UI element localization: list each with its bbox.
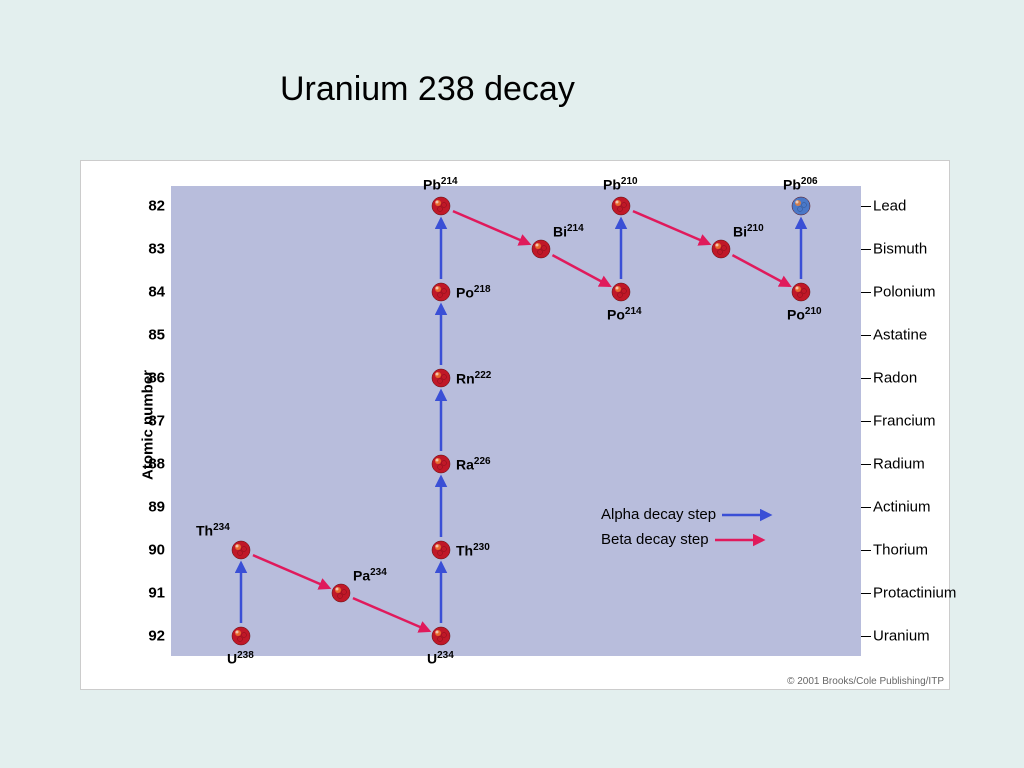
element-label: Lead xyxy=(873,198,906,215)
element-label: Protactinium xyxy=(873,585,956,602)
element-label: Polonium xyxy=(873,284,936,301)
nuclide-label: Po218 xyxy=(456,284,491,301)
beta-decay-arrow xyxy=(552,255,609,286)
nuclide-label: Po214 xyxy=(607,306,642,323)
nuclide-u238 xyxy=(231,626,251,646)
element-tick-dash xyxy=(861,550,871,551)
element-tick-dash xyxy=(861,636,871,637)
plot-area: U238 Th234 Pa234 U234 Th230 Ra226 Rn22 xyxy=(171,186,861,656)
nuclide-label: U234 xyxy=(427,650,454,667)
element-label: Radium xyxy=(873,456,925,473)
nuclide-po210 xyxy=(791,282,811,302)
element-tick-dash xyxy=(861,206,871,207)
nuclide-label: Bi210 xyxy=(733,223,764,240)
element-tick-dash xyxy=(861,249,871,250)
y-tick: 83 xyxy=(133,241,165,258)
y-tick: 90 xyxy=(133,542,165,559)
nuclide-th234 xyxy=(231,540,251,560)
element-tick-dash xyxy=(861,421,871,422)
decay-arrows xyxy=(171,186,861,656)
nuclide-po218 xyxy=(431,282,451,302)
element-tick-dash xyxy=(861,292,871,293)
nuclide-label: Pb210 xyxy=(603,176,638,193)
nuclide-pb206 xyxy=(791,196,811,216)
nuclide-rn222 xyxy=(431,368,451,388)
nuclide-pa234 xyxy=(331,583,351,603)
element-tick-dash xyxy=(861,335,871,336)
copyright-notice: © 2001 Brooks/Cole Publishing/ITP xyxy=(787,676,944,687)
nuclide-label: Th230 xyxy=(456,542,490,559)
y-tick: 82 xyxy=(133,198,165,215)
element-label: Actinium xyxy=(873,499,931,516)
y-tick: 89 xyxy=(133,499,165,516)
beta-decay-arrow xyxy=(453,211,529,244)
beta-decay-arrow xyxy=(732,255,789,286)
nuclide-label: Rn222 xyxy=(456,370,491,387)
element-tick-dash xyxy=(861,378,871,379)
element-label: Bismuth xyxy=(873,241,927,258)
element-label: Astatine xyxy=(873,327,927,344)
beta-decay-arrow xyxy=(353,598,429,631)
y-tick: 92 xyxy=(133,628,165,645)
chart-container: Atomic number U238 Th234 Pa234 U234 Th23… xyxy=(80,160,950,690)
y-tick: 88 xyxy=(133,456,165,473)
y-tick: 87 xyxy=(133,413,165,430)
legend-alpha: Alpha decay step xyxy=(601,506,780,523)
element-tick-dash xyxy=(861,507,871,508)
nuclide-label: Pa234 xyxy=(353,567,387,584)
nuclide-label: Bi214 xyxy=(553,223,584,240)
nuclide-label: Po210 xyxy=(787,306,822,323)
nuclide-pb214 xyxy=(431,196,451,216)
element-tick-dash xyxy=(861,464,871,465)
element-tick-dash xyxy=(861,593,871,594)
nuclide-u234 xyxy=(431,626,451,646)
page-title: Uranium 238 decay xyxy=(280,70,575,109)
nuclide-pb210 xyxy=(611,196,631,216)
y-tick: 86 xyxy=(133,370,165,387)
beta-decay-arrow xyxy=(633,211,709,244)
nuclide-ra226 xyxy=(431,454,451,474)
y-tick: 91 xyxy=(133,585,165,602)
nuclide-bi214 xyxy=(531,239,551,259)
element-label: Uranium xyxy=(873,628,930,645)
element-label: Radon xyxy=(873,370,917,387)
y-tick: 85 xyxy=(133,327,165,344)
nuclide-label: Ra226 xyxy=(456,456,491,473)
nuclide-po214 xyxy=(611,282,631,302)
nuclide-label: Pb206 xyxy=(783,176,818,193)
element-label: Thorium xyxy=(873,542,928,559)
beta-decay-arrow xyxy=(253,555,329,588)
nuclide-bi210 xyxy=(711,239,731,259)
nuclide-label: U238 xyxy=(227,650,254,667)
nuclide-label: Pb214 xyxy=(423,176,458,193)
legend-beta: Beta decay step xyxy=(601,531,773,548)
element-label: Francium xyxy=(873,413,936,430)
nuclide-label: Th234 xyxy=(196,522,230,539)
y-tick: 84 xyxy=(133,284,165,301)
nuclide-th230 xyxy=(431,540,451,560)
